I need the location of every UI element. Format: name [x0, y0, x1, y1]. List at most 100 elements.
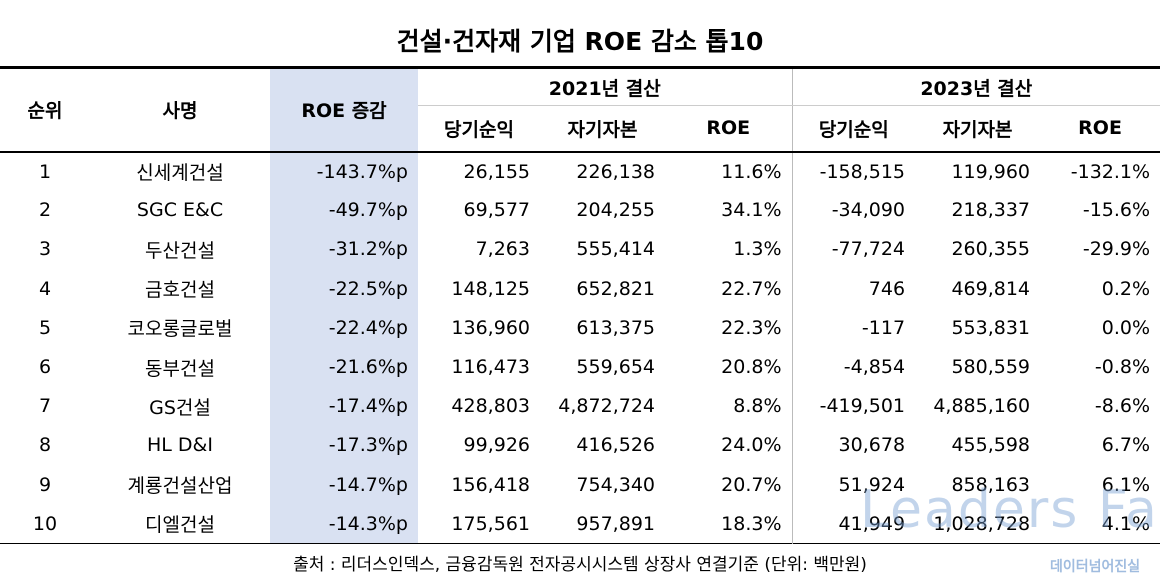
cell: -419,501: [791, 386, 916, 426]
cell: -31.2%p: [270, 229, 418, 270]
cell: 7,263: [475, 238, 530, 261]
cell: 30,678: [791, 425, 916, 465]
cell: 116,473: [451, 356, 530, 379]
cell: 148,125: [451, 277, 530, 300]
cell: 416,526: [576, 434, 655, 457]
group-header: 2023년 결산: [791, 67, 1160, 106]
cell: 3: [38, 238, 52, 261]
cell: 금호건설: [145, 279, 215, 302]
header-cell: ROE 증감: [270, 67, 418, 152]
cell: -132.1%: [1070, 160, 1151, 183]
cell: SGC E&C: [136, 199, 224, 222]
cell: 18.3%: [721, 512, 782, 535]
cell: 2: [38, 199, 52, 222]
title: 건설·건자재 기업 ROE 감소 톱10: [396, 27, 764, 56]
table: 순위 사명 ROE 증감 2021년 결산 2023년 결산 당기순익 자기자본 R…: [0, 66, 1160, 544]
row: 5 코오롱글로벌 -22.4%p 136,960 613,375 22.3% -117 553…: [0, 308, 1160, 348]
row: 6 동부건설 -21.6%p 116,473 559,654 20.8% -4,854 580…: [0, 347, 1160, 387]
cell: 0.2%: [1101, 277, 1151, 300]
cell: 두산건설: [145, 239, 215, 262]
cell: -22.5%p: [270, 269, 418, 309]
cell: 4,885,160: [933, 395, 1031, 418]
cell: -0.8%: [1094, 356, 1151, 379]
cell: 455,598: [951, 434, 1031, 457]
cell: 8.8%: [733, 395, 782, 418]
cell: -158,515: [791, 151, 916, 191]
cell: 7: [38, 395, 52, 418]
cell: 41,949: [791, 504, 916, 544]
cell: 136,960: [451, 316, 530, 339]
row: 3 두산건설 -31.2%p 7,263 555,414 1.3% -77,724 260,3…: [0, 229, 1160, 270]
cell: 동부건설: [145, 357, 215, 380]
cell: -34,090: [791, 190, 916, 230]
cell: 1.3%: [733, 238, 782, 261]
row: 4 금호건설 -22.5%p 148,125 652,821 22.7% 746 469,81…: [0, 269, 1160, 309]
row: 1 신세계건설 -143.7%p 26,155 226,138 11.6% -158,515…: [0, 151, 1160, 191]
cell: 51,924: [791, 465, 916, 505]
cell: -143.7%p: [270, 151, 418, 191]
cell: 신세계건설: [136, 162, 224, 185]
cell: 6.1%: [1101, 473, 1151, 496]
header-cell: 자기자본: [942, 118, 1013, 141]
header-cell: 자기자본: [567, 118, 638, 141]
watermark: Leaders Fact: [860, 480, 1160, 540]
cell: 6: [38, 356, 52, 379]
cell: 260,355: [951, 238, 1031, 261]
cell: 코오롱글로벌: [127, 318, 233, 341]
cell: -22.4%p: [270, 308, 418, 348]
cell: 9: [38, 473, 52, 496]
header-cell: 당기순익: [444, 118, 514, 141]
group-header: 2021년 결산: [418, 67, 793, 106]
cell: 1: [38, 160, 52, 183]
cell: GS건설: [149, 396, 211, 419]
source: 출처 : 리더스인덱스, 금융감독원 전자공시시스템 상장사 연결기준 (단위:…: [293, 555, 867, 575]
cell: 10: [32, 512, 58, 535]
cell: 22.7%: [721, 277, 782, 300]
cell: -14.3%p: [270, 504, 418, 544]
cell: 1,028,728: [933, 512, 1031, 535]
cell: 754,340: [576, 473, 655, 496]
cell: -77,724: [791, 229, 916, 270]
cell: 5: [38, 316, 52, 339]
cell: 555,414: [576, 238, 655, 261]
cell: 652,821: [576, 277, 655, 300]
cell: -14.7%p: [270, 465, 418, 505]
cell: -117: [791, 308, 916, 348]
cell: 469,814: [951, 277, 1031, 300]
cell: -21.6%p: [270, 347, 418, 387]
cell: 428,803: [451, 395, 530, 418]
cell: 218,337: [951, 199, 1031, 222]
cell: 226,138: [576, 160, 655, 183]
cell: 175,561: [451, 512, 530, 535]
cell: 6.7%: [1101, 434, 1151, 457]
header-cell: 순위: [27, 100, 63, 123]
row: 2 SGC E&C -49.7%p 69,577 204,255 34.1% -34,090…: [0, 190, 1160, 230]
cell: -15.6%: [1082, 199, 1151, 222]
cell: 20.7%: [721, 473, 782, 496]
row: 8 HL D&I -17.3%p 99,926 416,526 24.0% 30,678 45…: [0, 425, 1160, 465]
cell: 119,960: [951, 160, 1031, 183]
cell: -4,854: [791, 347, 916, 387]
cell: 22.3%: [721, 316, 782, 339]
cell: 858,163: [951, 473, 1031, 496]
cell: 4,872,724: [558, 395, 655, 418]
cell: -49.7%p: [270, 190, 418, 230]
header-cell: ROE: [1078, 117, 1122, 140]
cell: 559,654: [576, 356, 655, 379]
row: 7 GS건설 -17.4%p 428,803 4,872,724 8.8% -419,501…: [0, 386, 1160, 426]
cell: 24.0%: [721, 434, 782, 457]
cell: HL D&I: [147, 434, 213, 457]
cell: -29.9%: [1082, 238, 1151, 261]
cell: 26,155: [463, 160, 530, 183]
cell: 204,255: [576, 199, 655, 222]
cell: 580,559: [951, 356, 1031, 379]
cell: 613,375: [576, 316, 655, 339]
cell: 11.6%: [721, 160, 782, 183]
cell: 156,418: [451, 473, 530, 496]
cell: 957,891: [576, 512, 655, 535]
cell: 69,577: [463, 199, 530, 222]
cell: 계룡건설산업: [127, 475, 233, 498]
cell: 553,831: [951, 316, 1031, 339]
cell: 8: [38, 434, 52, 457]
